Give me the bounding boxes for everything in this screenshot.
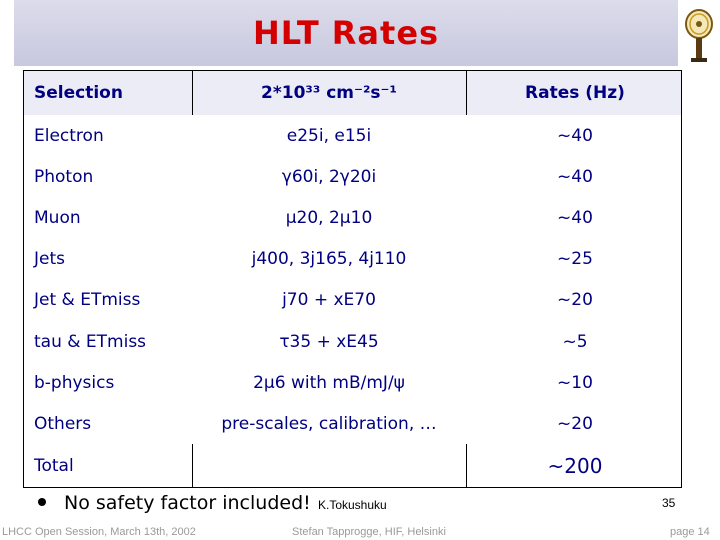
table-row: b-physics 2μ6 with mB/mJ/ψ ~10 — [24, 362, 681, 403]
total-label: Total — [34, 455, 74, 476]
footer-right: page 14 — [670, 526, 710, 538]
row-rate: ~40 — [557, 166, 593, 187]
table-row: Others pre-scales, calibration, … ~20 — [24, 403, 681, 444]
row-selection: Jets — [34, 248, 65, 269]
row-thresholds: j70 + xE70 — [282, 290, 376, 310]
table-row: Jets j400, 3j165, 4j110 ~25 — [24, 238, 681, 279]
row-selection: Electron — [34, 125, 104, 146]
row-thresholds: 2μ6 with mB/mJ/ψ — [253, 372, 405, 393]
row-rate: ~20 — [557, 290, 593, 310]
row-rate: ~40 — [557, 207, 593, 228]
row-rate: ~40 — [557, 125, 593, 146]
header-luminosity: 2*10³³ cm⁻²s⁻¹ — [261, 83, 397, 103]
total-row: Total ~200 — [24, 444, 681, 487]
table-row: Electron e25i, e15i ~40 — [24, 115, 681, 156]
page-number: 35 — [662, 496, 676, 510]
rates-table: Selection 2*10³³ cm⁻²s⁻¹ Rates (Hz) Elec… — [23, 70, 682, 488]
slide-title: HLT Rates — [252, 14, 440, 52]
row-selection: Jet & ETmiss — [34, 290, 141, 310]
footer-left: LHCC Open Session, March 13th, 2002 — [2, 526, 196, 538]
bullet-icon — [38, 498, 46, 506]
row-thresholds: τ35 + xE45 — [279, 331, 379, 352]
header-selection: Selection — [34, 83, 123, 103]
column-divider — [466, 71, 467, 115]
column-divider — [192, 444, 193, 487]
row-selection: b-physics — [34, 372, 115, 393]
emblem-icon — [685, 9, 713, 62]
note-text: No safety factor included! — [64, 492, 311, 514]
row-rate: ~10 — [557, 372, 593, 393]
row-selection: tau & ETmiss — [34, 331, 147, 352]
table-row: tau & ETmiss τ35 + xE45 ~5 — [24, 321, 681, 362]
row-rate: ~5 — [562, 331, 588, 352]
table-row: Muon μ20, 2μ10 ~40 — [24, 197, 681, 238]
column-divider — [192, 71, 193, 115]
row-rate: ~20 — [557, 413, 593, 434]
row-thresholds: γ60i, 2γ20i — [281, 166, 377, 187]
table-row: Jet & ETmiss j70 + xE70 ~20 — [24, 279, 681, 321]
row-thresholds: j400, 3j165, 4j110 — [251, 248, 407, 269]
row-thresholds: pre-scales, calibration, … — [221, 413, 437, 434]
title-bar — [14, 0, 678, 66]
row-selection: Photon — [34, 166, 94, 187]
row-selection: Others — [34, 413, 92, 434]
row-thresholds: μ20, 2μ10 — [285, 207, 373, 228]
footer-center: Stefan Tapprogge, HIF, Helsinki — [292, 526, 446, 538]
author-label: K.Tokushuku — [318, 498, 387, 512]
column-divider — [466, 444, 467, 487]
row-selection: Muon — [34, 207, 81, 228]
row-thresholds: e25i, e15i — [286, 125, 372, 146]
total-rate: ~200 — [547, 453, 603, 478]
row-rate: ~25 — [557, 248, 593, 269]
header-rates: Rates (Hz) — [525, 83, 625, 103]
table-header-row: Selection 2*10³³ cm⁻²s⁻¹ Rates (Hz) — [24, 71, 681, 115]
table-row: Photon γ60i, 2γ20i ~40 — [24, 156, 681, 197]
